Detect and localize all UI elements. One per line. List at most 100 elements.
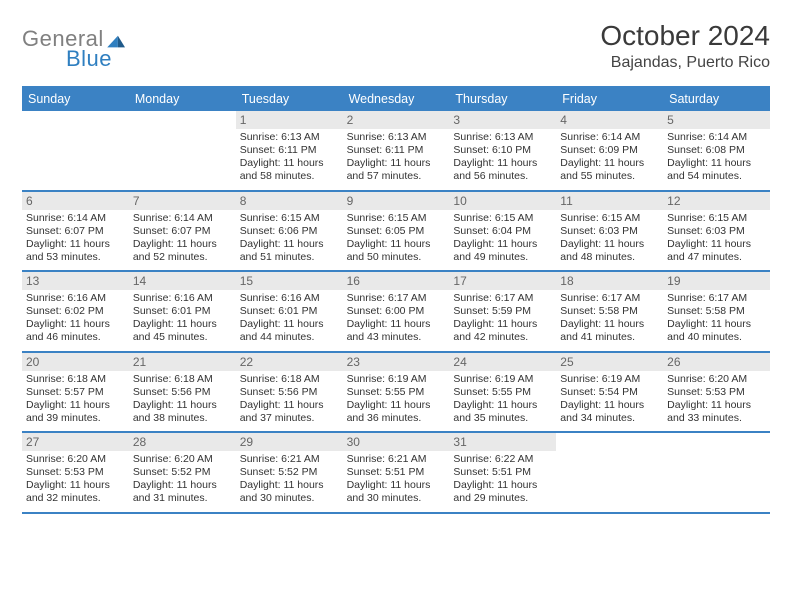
week-row: 1Sunrise: 6:13 AMSunset: 6:11 PMDaylight… <box>22 111 770 192</box>
daylight-line: Daylight: 11 hours and 54 minutes. <box>667 157 766 183</box>
day-details: Sunrise: 6:20 AMSunset: 5:53 PMDaylight:… <box>667 373 766 426</box>
day-number: 2 <box>343 111 450 129</box>
day-number: 19 <box>663 272 770 290</box>
day-number: 6 <box>22 192 129 210</box>
day-details: Sunrise: 6:19 AMSunset: 5:54 PMDaylight:… <box>560 373 659 426</box>
day-details: Sunrise: 6:14 AMSunset: 6:07 PMDaylight:… <box>133 212 232 265</box>
sunset-line: Sunset: 6:07 PM <box>26 225 125 238</box>
sunrise-line: Sunrise: 6:17 AM <box>453 292 552 305</box>
day-number: 16 <box>343 272 450 290</box>
day-cell: 30Sunrise: 6:21 AMSunset: 5:51 PMDayligh… <box>343 433 450 512</box>
sunset-line: Sunset: 6:01 PM <box>240 305 339 318</box>
day-cell: 28Sunrise: 6:20 AMSunset: 5:52 PMDayligh… <box>129 433 236 512</box>
day-number: 18 <box>556 272 663 290</box>
day-details: Sunrise: 6:13 AMSunset: 6:10 PMDaylight:… <box>453 131 552 184</box>
day-cell-empty <box>129 111 236 190</box>
weekday-header: Thursday <box>449 88 556 111</box>
daylight-line: Daylight: 11 hours and 49 minutes. <box>453 238 552 264</box>
day-cell-empty <box>556 433 663 512</box>
sunset-line: Sunset: 6:07 PM <box>133 225 232 238</box>
day-details: Sunrise: 6:15 AMSunset: 6:06 PMDaylight:… <box>240 212 339 265</box>
daylight-line: Daylight: 11 hours and 37 minutes. <box>240 399 339 425</box>
sunrise-line: Sunrise: 6:15 AM <box>347 212 446 225</box>
sunset-line: Sunset: 5:59 PM <box>453 305 552 318</box>
day-cell: 31Sunrise: 6:22 AMSunset: 5:51 PMDayligh… <box>449 433 556 512</box>
sunset-line: Sunset: 5:54 PM <box>560 386 659 399</box>
day-details: Sunrise: 6:17 AMSunset: 6:00 PMDaylight:… <box>347 292 446 345</box>
day-cell: 14Sunrise: 6:16 AMSunset: 6:01 PMDayligh… <box>129 272 236 351</box>
day-details: Sunrise: 6:15 AMSunset: 6:04 PMDaylight:… <box>453 212 552 265</box>
day-details: Sunrise: 6:13 AMSunset: 6:11 PMDaylight:… <box>240 131 339 184</box>
title-block: October 2024 Bajandas, Puerto Rico <box>600 20 770 72</box>
day-cell: 12Sunrise: 6:15 AMSunset: 6:03 PMDayligh… <box>663 192 770 271</box>
weekday-header: Monday <box>129 88 236 111</box>
sunrise-line: Sunrise: 6:13 AM <box>240 131 339 144</box>
header: GeneralBlue October 2024 Bajandas, Puert… <box>22 20 770 72</box>
day-number: 29 <box>236 433 343 451</box>
sunrise-line: Sunrise: 6:19 AM <box>347 373 446 386</box>
day-number: 8 <box>236 192 343 210</box>
day-cell: 25Sunrise: 6:19 AMSunset: 5:54 PMDayligh… <box>556 353 663 432</box>
sunrise-line: Sunrise: 6:18 AM <box>133 373 232 386</box>
daylight-line: Daylight: 11 hours and 30 minutes. <box>240 479 339 505</box>
sunrise-line: Sunrise: 6:21 AM <box>347 453 446 466</box>
sunset-line: Sunset: 5:55 PM <box>347 386 446 399</box>
day-details: Sunrise: 6:17 AMSunset: 5:58 PMDaylight:… <box>560 292 659 345</box>
day-cell: 17Sunrise: 6:17 AMSunset: 5:59 PMDayligh… <box>449 272 556 351</box>
sunset-line: Sunset: 6:09 PM <box>560 144 659 157</box>
day-number: 30 <box>343 433 450 451</box>
sunset-line: Sunset: 6:06 PM <box>240 225 339 238</box>
daylight-line: Daylight: 11 hours and 30 minutes. <box>347 479 446 505</box>
day-number: 22 <box>236 353 343 371</box>
day-cell: 26 Sunrise: 6:20 AMSunset: 5:53 PMDayligh… <box>663 353 770 432</box>
calendar-grid: SundayMondayTuesdayWednesdayThursdayFrid… <box>22 86 770 514</box>
day-details: Sunrise: 6:14 AMSunset: 6:07 PMDaylight:… <box>26 212 125 265</box>
brand-text-blue: Blue <box>66 46 112 72</box>
sunrise-line: Sunrise: 6:15 AM <box>240 212 339 225</box>
sunrise-line: Sunrise: 6:19 AM <box>453 373 552 386</box>
daylight-line: Daylight: 11 hours and 46 minutes. <box>26 318 125 344</box>
sunrise-line: Sunrise: 6:14 AM <box>560 131 659 144</box>
sunset-line: Sunset: 5:53 PM <box>26 466 125 479</box>
daylight-line: Daylight: 11 hours and 32 minutes. <box>26 479 125 505</box>
daylight-line: Daylight: 11 hours and 47 minutes. <box>667 238 766 264</box>
day-number: 26 <box>663 353 770 371</box>
day-number: 15 <box>236 272 343 290</box>
daylight-line: Daylight: 11 hours and 41 minutes. <box>560 318 659 344</box>
sunset-line: Sunset: 5:58 PM <box>667 305 766 318</box>
sunrise-line: Sunrise: 6:20 AM <box>667 373 766 386</box>
day-details: Sunrise: 6:20 AMSunset: 5:52 PMDaylight:… <box>133 453 232 506</box>
sunrise-line: Sunrise: 6:19 AM <box>560 373 659 386</box>
sunrise-line: Sunrise: 6:17 AM <box>667 292 766 305</box>
sunset-line: Sunset: 6:05 PM <box>347 225 446 238</box>
daylight-line: Daylight: 11 hours and 35 minutes. <box>453 399 552 425</box>
weekday-header: Tuesday <box>236 88 343 111</box>
day-number: 7 <box>129 192 236 210</box>
daylight-line: Daylight: 11 hours and 42 minutes. <box>453 318 552 344</box>
day-details: Sunrise: 6:17 AMSunset: 5:58 PMDaylight:… <box>667 292 766 345</box>
sunset-line: Sunset: 5:53 PM <box>667 386 766 399</box>
sunset-line: Sunset: 5:56 PM <box>240 386 339 399</box>
sunrise-line: Sunrise: 6:17 AM <box>560 292 659 305</box>
daylight-line: Daylight: 11 hours and 38 minutes. <box>133 399 232 425</box>
sunrise-line: Sunrise: 6:17 AM <box>347 292 446 305</box>
day-number: 9 <box>343 192 450 210</box>
day-number: 10 <box>449 192 556 210</box>
weeks-container: 1Sunrise: 6:13 AMSunset: 6:11 PMDaylight… <box>22 111 770 514</box>
sunset-line: Sunset: 6:04 PM <box>453 225 552 238</box>
day-cell: 10 Sunrise: 6:15 AMSunset: 6:04 PMDayligh… <box>449 192 556 271</box>
daylight-line: Daylight: 11 hours and 34 minutes. <box>560 399 659 425</box>
daylight-line: Daylight: 11 hours and 58 minutes. <box>240 157 339 183</box>
day-number: 4 <box>556 111 663 129</box>
day-details: Sunrise: 6:18 AMSunset: 5:56 PMDaylight:… <box>240 373 339 426</box>
sunset-line: Sunset: 6:08 PM <box>667 144 766 157</box>
day-details: Sunrise: 6:16 AMSunset: 6:01 PMDaylight:… <box>240 292 339 345</box>
sunset-line: Sunset: 6:00 PM <box>347 305 446 318</box>
day-details: Sunrise: 6:15 AMSunset: 6:03 PMDaylight:… <box>667 212 766 265</box>
page-title: October 2024 <box>600 20 770 52</box>
day-cell: 22 Sunrise: 6:18 AMSunset: 5:56 PMDayligh… <box>236 353 343 432</box>
day-cell: 13Sunrise: 6:16 AMSunset: 6:02 PMDayligh… <box>22 272 129 351</box>
week-row: 6Sunrise: 6:14 AMSunset: 6:07 PMDaylight… <box>22 192 770 273</box>
day-details: Sunrise: 6:19 AMSunset: 5:55 PMDaylight:… <box>347 373 446 426</box>
sunrise-line: Sunrise: 6:16 AM <box>133 292 232 305</box>
